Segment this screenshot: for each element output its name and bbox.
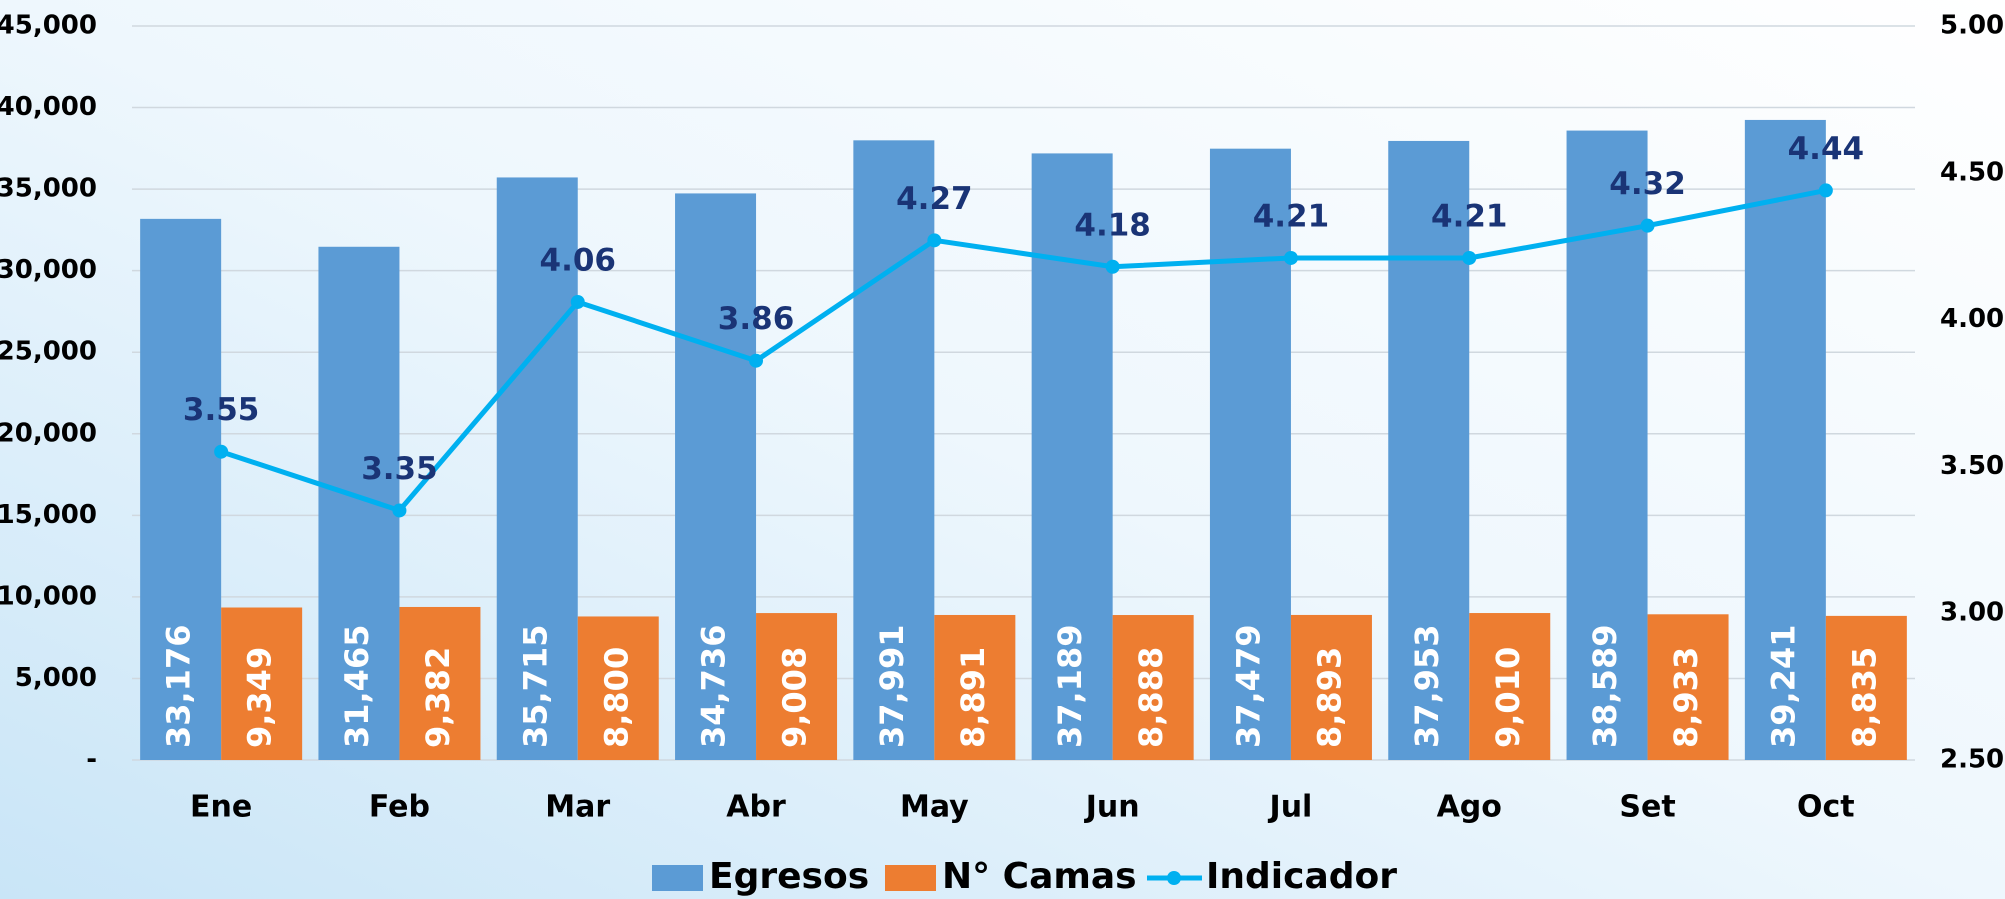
x-tick-label: Ene	[190, 790, 252, 825]
bar-value-label: 37,991	[873, 625, 911, 748]
x-tick-label: Mar	[545, 790, 610, 825]
line-marker	[392, 503, 407, 518]
line-value-label: 3.35	[361, 451, 438, 487]
y2-tick-label: 2.50	[1940, 745, 2004, 775]
y2-tick-label: 3.50	[1940, 451, 2004, 481]
legend-label: N° Camas	[942, 856, 1137, 897]
bar	[1388, 140, 1470, 760]
bar-value-label: 37,953	[1408, 625, 1446, 748]
x-tick-label: Set	[1619, 790, 1675, 825]
x-tick-label: May	[900, 790, 969, 825]
bar	[675, 193, 757, 761]
bar	[1469, 613, 1551, 760]
line	[220, 187, 1827, 514]
legend-swatch	[652, 865, 703, 891]
bar-value-label: 8,835	[1845, 647, 1883, 748]
bar	[1825, 615, 1907, 760]
bar-value-label: 38,589	[1586, 625, 1624, 748]
bar-value-label: 8,933	[1667, 647, 1705, 748]
bar-value-label: 37,479	[1229, 625, 1267, 748]
y-tick-label: 10,000	[0, 581, 97, 611]
y2-tick-label: 3.00	[1940, 598, 2004, 628]
line-marker	[1283, 250, 1298, 265]
line-marker	[1105, 259, 1120, 274]
bar	[853, 140, 935, 760]
bar	[577, 616, 659, 760]
y2-tick-label: 4.00	[1940, 304, 2004, 334]
line-value-label: 3.86	[718, 301, 795, 337]
line-value-label: 4.21	[1253, 198, 1330, 234]
bar-value-label: 9,010	[1489, 647, 1527, 748]
x-tick-label: Oct	[1797, 790, 1855, 825]
bar	[221, 607, 303, 760]
bar-value-label: 39,241	[1764, 625, 1802, 748]
x-tick-label: Feb	[369, 790, 430, 825]
line-value-label: 3.55	[183, 392, 260, 428]
bar-value-label: 34,736	[695, 625, 733, 748]
y-tick-label: 5,000	[15, 663, 97, 693]
y-tick-label: 25,000	[0, 337, 97, 367]
bar-value-label: 8,893	[1310, 647, 1348, 748]
line-value-label: 4.44	[1788, 131, 1865, 167]
line-value-label: 4.21	[1431, 198, 1508, 234]
line-marker	[214, 444, 229, 459]
bar	[1209, 148, 1291, 760]
bar	[140, 218, 222, 761]
x-tick-label: Jun	[1084, 790, 1140, 825]
bar	[1647, 614, 1729, 760]
bar-value-label: 8,800	[597, 647, 635, 748]
y-tick-label: 15,000	[0, 500, 97, 530]
bar-value-label: 9,349	[241, 647, 279, 748]
y-tick-label: 40,000	[0, 92, 97, 122]
bar	[934, 614, 1016, 760]
line-marker	[570, 294, 585, 309]
y-tick-label: 20,000	[0, 418, 97, 448]
line-marker	[1640, 218, 1655, 233]
bar	[1112, 615, 1194, 760]
y2-tick-label: 5.00	[1940, 11, 2004, 41]
legend-label: Indicador	[1206, 856, 1397, 897]
bar	[1744, 119, 1826, 761]
bar-value-label: 9,382	[419, 647, 457, 748]
x-tick-label: Jul	[1268, 790, 1313, 825]
y-tick-label: 35,000	[0, 174, 97, 204]
bar	[1290, 614, 1372, 760]
bar	[756, 613, 838, 760]
y-tick-label: -	[86, 745, 97, 775]
line-marker	[1462, 250, 1477, 265]
bar	[399, 606, 481, 760]
y2-tick-label: 4.50	[1940, 157, 2004, 187]
line-value-label: 4.32	[1609, 166, 1686, 202]
x-tick-label: Ago	[1437, 790, 1502, 825]
x-tick-label: Abr	[726, 790, 786, 825]
bar-value-label: 33,176	[160, 625, 198, 748]
bar-value-label: 8,888	[1132, 647, 1170, 748]
bar-value-label: 9,008	[776, 647, 814, 748]
line-value-label: 4.18	[1074, 207, 1151, 243]
y-tick-label: 30,000	[0, 255, 97, 285]
line-marker	[1818, 183, 1833, 198]
legend-label: Egresos	[709, 856, 869, 897]
bar	[496, 177, 578, 760]
bar-value-label: 31,465	[338, 625, 376, 748]
bar-value-label: 37,189	[1051, 625, 1089, 748]
line-value-label: 4.06	[540, 242, 617, 278]
line-marker	[749, 353, 764, 368]
legend-swatch	[885, 865, 936, 891]
bar-value-label: 8,891	[954, 647, 992, 748]
legend-marker	[1167, 871, 1181, 885]
y-tick-label: 45,000	[0, 11, 97, 41]
bar-value-label: 35,715	[516, 625, 554, 748]
line-marker	[927, 233, 942, 248]
line-value-label: 4.27	[896, 181, 973, 217]
